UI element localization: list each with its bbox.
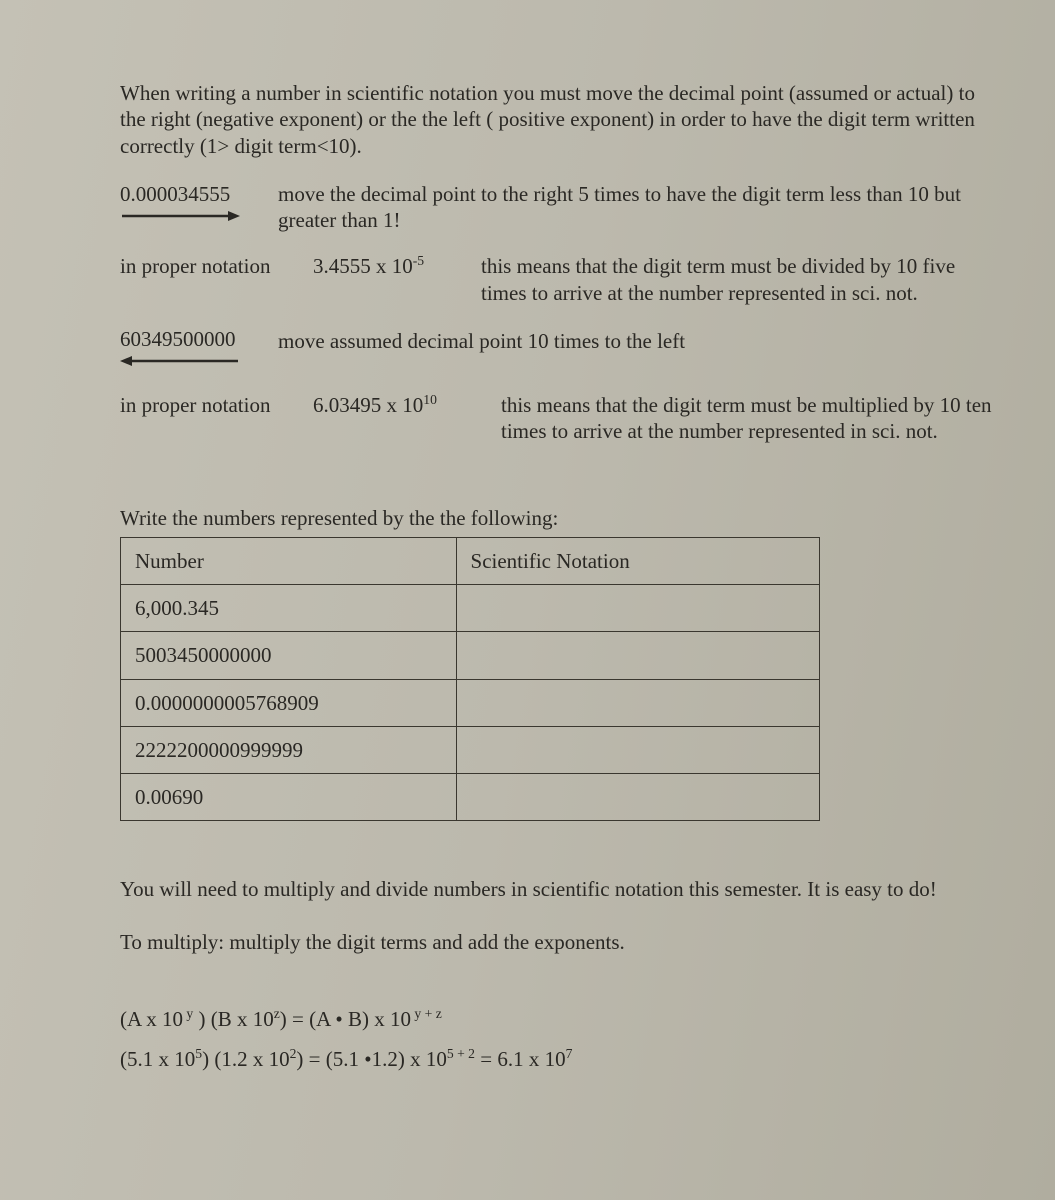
table-cell-number: 6,000.345	[121, 585, 457, 632]
example-1-label: in proper notation	[120, 253, 295, 279]
table-cell-sci[interactable]	[456, 774, 819, 821]
equation-block: (A x 10 y ) (B x 10z) = (A • B) x 10 y +…	[120, 1000, 1000, 1080]
example-1-notation-row: in proper notation 3.4555 x 10-5 this me…	[120, 253, 1000, 306]
example-2-label: in proper notation	[120, 392, 295, 418]
multiply-rule: To multiply: multiply the digit terms an…	[120, 929, 1000, 955]
table-cell-sci[interactable]	[456, 679, 819, 726]
intro-paragraph: When writing a number in scientific nota…	[120, 80, 1000, 159]
example-2-instruction: move assumed decimal point 10 times to t…	[278, 326, 1000, 354]
example-1-number-col: 0.000034555	[120, 181, 260, 227]
example-1-instruction: move the decimal point to the right 5 ti…	[278, 181, 1000, 234]
table-row: 6,000.345	[121, 585, 820, 632]
equation-example: (5.1 x 105) (1.2 x 102) = (5.1 •1.2) x 1…	[120, 1040, 1000, 1080]
example-2-notation-row: in proper notation 6.03495 x 1010 this m…	[120, 392, 1000, 445]
example-2-sci: 6.03495 x 1010	[313, 392, 483, 418]
table-cell-sci[interactable]	[456, 726, 819, 773]
table-row: 5003450000000	[121, 632, 820, 679]
table-row: 2222200000999999	[121, 726, 820, 773]
example-1-number-row: 0.000034555 move the decimal point to th…	[120, 181, 1000, 234]
example-2-number-row: 60349500000 move assumed decimal point 1…	[120, 326, 1000, 372]
table-row: 0.00690	[121, 774, 820, 821]
example-1-sci: 3.4555 x 10-5	[313, 253, 463, 279]
table-header-sci: Scientific Notation	[456, 537, 819, 584]
table-cell-number: 0.00690	[121, 774, 457, 821]
table-title: Write the numbers represented by the the…	[120, 505, 1000, 531]
example-2-number: 60349500000	[120, 326, 260, 352]
example-1-number: 0.000034555	[120, 181, 260, 207]
table-header-number: Number	[121, 537, 457, 584]
table-header-row: Number Scientific Notation	[121, 537, 820, 584]
example-2-explain: this means that the digit term must be m…	[501, 392, 1000, 445]
table-cell-number: 0.0000000005768909	[121, 679, 457, 726]
worksheet-page: When writing a number in scientific nota…	[0, 0, 1055, 1200]
table-cell-number: 5003450000000	[121, 632, 457, 679]
table-cell-number: 2222200000999999	[121, 726, 457, 773]
table-cell-sci[interactable]	[456, 632, 819, 679]
example-1-explain: this means that the digit term must be d…	[481, 253, 1000, 306]
worksheet-table: Number Scientific Notation 6,000.345 500…	[120, 537, 820, 822]
table-cell-sci[interactable]	[456, 585, 819, 632]
arrow-left-icon	[120, 354, 260, 372]
multiply-intro: You will need to multiply and divide num…	[120, 876, 1000, 902]
table-row: 0.0000000005768909	[121, 679, 820, 726]
equation-general: (A x 10 y ) (B x 10z) = (A • B) x 10 y +…	[120, 1000, 1000, 1040]
example-2-number-col: 60349500000	[120, 326, 260, 372]
arrow-right-icon	[120, 209, 260, 227]
